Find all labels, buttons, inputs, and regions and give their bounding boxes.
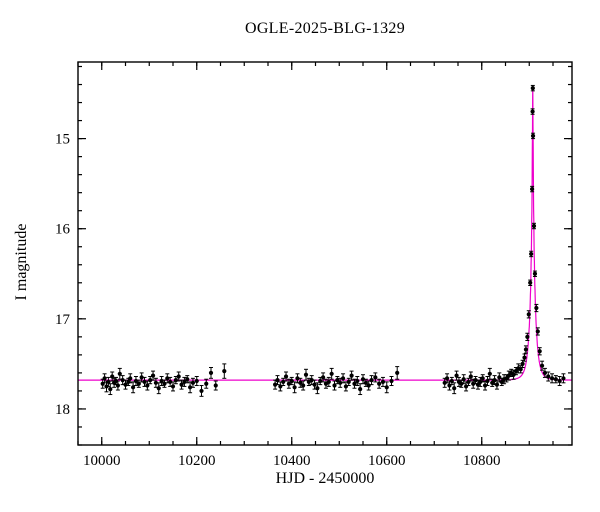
svg-text:18: 18 <box>55 402 70 418</box>
svg-text:10800: 10800 <box>463 453 501 469</box>
plot-title: OGLE-2025-BLG-1329 <box>244 20 406 37</box>
svg-text:10000: 10000 <box>83 453 121 469</box>
x-axis-label: HJD - 2450000 <box>275 470 375 487</box>
svg-text:10400: 10400 <box>273 453 311 469</box>
svg-text:17: 17 <box>55 312 71 328</box>
svg-text:15: 15 <box>55 132 70 148</box>
svg-text:16: 16 <box>55 222 71 238</box>
svg-text:10200: 10200 <box>178 453 216 469</box>
svg-text:10600: 10600 <box>368 453 406 469</box>
